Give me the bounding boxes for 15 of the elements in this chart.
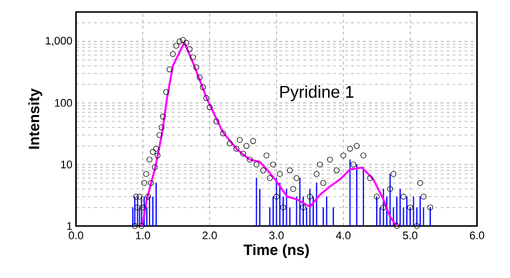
x-tick-label: 1.0 bbox=[136, 232, 150, 240]
x-tick-label: 6.0 bbox=[470, 232, 484, 240]
x-tick-label: 5.0 bbox=[402, 232, 418, 240]
x-axis-title: Time (ns) bbox=[244, 244, 309, 258]
y-tick-label: 1 bbox=[67, 222, 72, 230]
x-tick-label: 0.0 bbox=[68, 232, 84, 240]
x-tick-label: 3.0 bbox=[269, 232, 284, 240]
x-tick-label: 4.0 bbox=[336, 232, 351, 240]
y-axis-title: Intensity bbox=[28, 88, 42, 149]
y-tick-label: 1,000 bbox=[46, 36, 72, 46]
x-tick-label: 2.0 bbox=[202, 232, 217, 240]
annotation: Pyridine 1 bbox=[280, 85, 354, 102]
y-tick-label: 100 bbox=[55, 99, 72, 107]
line-series bbox=[141, 41, 398, 226]
y-tick-label: 10 bbox=[61, 160, 72, 168]
